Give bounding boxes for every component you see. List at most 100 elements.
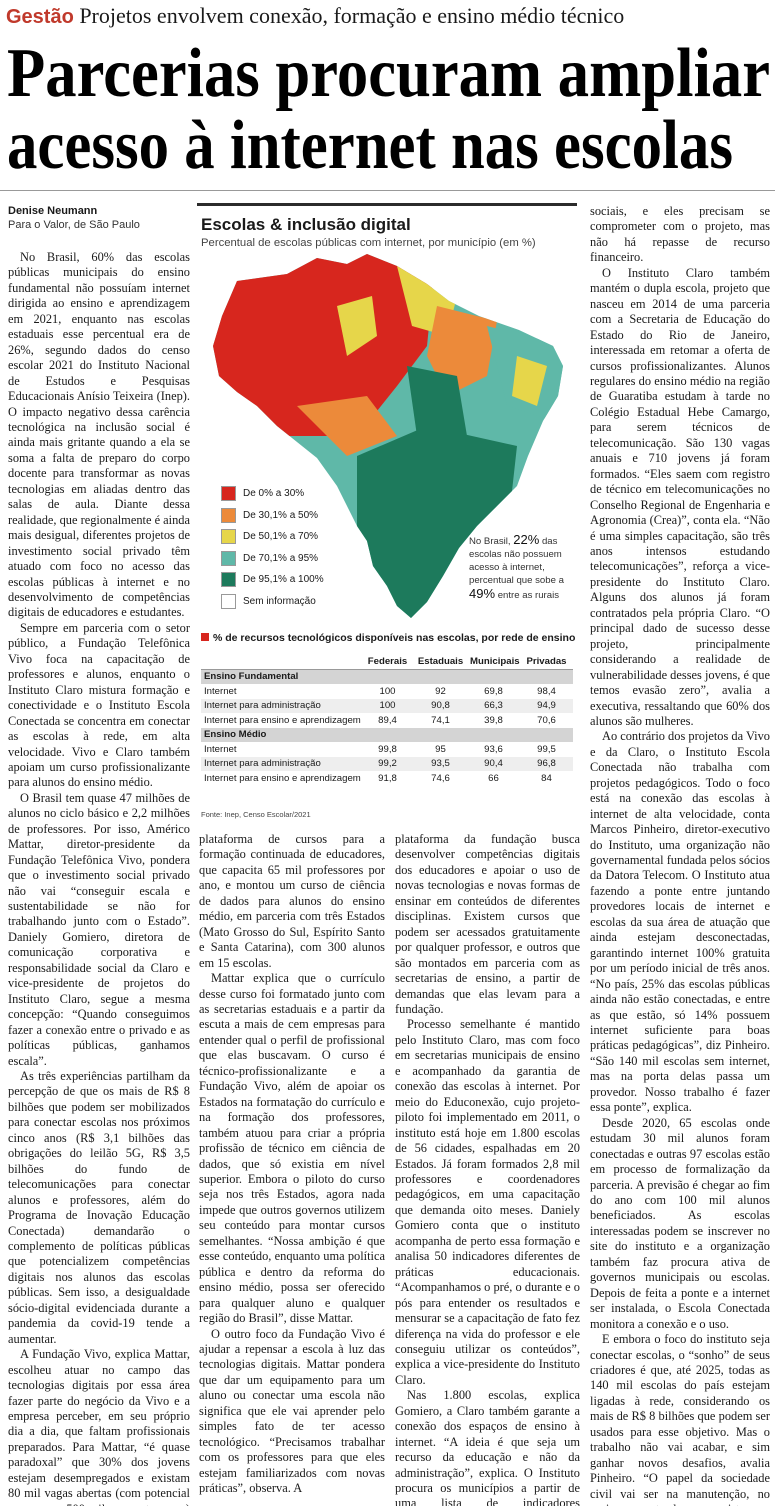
section: Gestão xyxy=(6,6,74,28)
paragraph: plataforma de cursos para a formação con… xyxy=(199,832,385,970)
map xyxy=(213,254,563,618)
note-text: No Brasil, xyxy=(469,536,514,547)
header-cell: Estaduais xyxy=(414,654,467,670)
cell: 66 xyxy=(488,772,499,784)
note-text: entre as rurais xyxy=(495,590,560,601)
paragraph: As três experiências partilham da percep… xyxy=(8,1069,190,1346)
paragraph: E embora o foco do instituto seja conect… xyxy=(590,1332,770,1506)
kicker: Projetos envolvem conexão, formação e en… xyxy=(79,3,625,28)
infographic: Escolas & inclusão digital Percentual de… xyxy=(197,203,577,821)
cell: 70,6 xyxy=(537,714,556,726)
table-title: % de recursos tecnológicos disponíveis n… xyxy=(201,632,575,644)
legend-item: De 95,1% a 100% xyxy=(221,569,324,591)
cell: 95 xyxy=(435,743,446,755)
group-row: Ensino Fundamental xyxy=(201,669,573,684)
cell: 92 xyxy=(435,685,446,697)
info-subtitle: Percentual de escolas públicas com inter… xyxy=(201,237,536,249)
info-title: Escolas & inclusão digital xyxy=(201,215,411,234)
column: plataforma da fundação busca desenvolver… xyxy=(395,832,580,1506)
row-label: Internet para ensino e aprendizagem xyxy=(204,714,361,726)
legend-label: De 30,1% a 50% xyxy=(243,509,319,521)
header: Gestão Projetos envolvem conexão, formaç… xyxy=(6,3,624,29)
legend-swatch xyxy=(221,529,236,545)
cell: 99,8 xyxy=(378,743,397,755)
cell: 90,4 xyxy=(467,756,520,771)
legend-label: Sem informação xyxy=(243,595,316,607)
cell: 100 xyxy=(379,685,396,697)
note: No Brasil, 22% das escolas não possuem a… xyxy=(469,533,569,602)
cell: 99,5 xyxy=(537,743,556,755)
group-label: Ensino Fundamental xyxy=(201,669,573,684)
header-cell: Privadas xyxy=(520,654,573,670)
cell: 89,4 xyxy=(378,714,397,726)
cell: 39,8 xyxy=(484,714,503,726)
row-label: Internet para administração xyxy=(201,698,361,713)
cell: 98,4 xyxy=(537,685,556,697)
cell: 93,6 xyxy=(484,743,503,755)
table-title-marker xyxy=(201,633,209,641)
paragraph: Sempre em parceria com o setor público, … xyxy=(8,620,190,790)
legend-label: De 95,1% a 100% xyxy=(243,574,324,586)
row-label: Internet xyxy=(204,743,237,755)
paragraph: Ao contrário dos projetos da Vivo e da C… xyxy=(590,729,770,1115)
cell: 91,8 xyxy=(378,772,397,784)
row-label: Internet xyxy=(204,685,237,697)
headline-line: Parcerias procuram ampliar xyxy=(7,35,770,112)
legend-item: De 0% a 30% xyxy=(221,483,324,505)
cell: 90,8 xyxy=(414,698,467,713)
data-row: Internet 99,8 95 93,6 99,5 xyxy=(201,742,573,757)
column: No Brasil, 60% das escolas públicas muni… xyxy=(8,250,190,1506)
headline: Parcerias procuram ampliar acesso à inte… xyxy=(7,35,770,180)
legend-label: De 70,1% a 95% xyxy=(243,552,319,564)
source: Fonte: Inep, Censo Escolar/2021 xyxy=(201,810,311,819)
header-cell xyxy=(201,654,361,670)
data-row: Internet para administração 99,2 93,5 90,4 9… xyxy=(201,756,573,771)
divider xyxy=(0,190,775,191)
paragraph: plataforma da fundação busca desenvolver… xyxy=(395,832,580,1016)
cell: 94,9 xyxy=(520,698,573,713)
legend: De 0% a 30% De 30,1% a 50% De 50,1% a 70% D… xyxy=(221,483,324,612)
paragraph: O Brasil tem quase 47 milhões de alunos … xyxy=(8,790,190,1068)
row-label: Internet para ensino e aprendizagem xyxy=(204,772,361,784)
legend-swatch xyxy=(221,572,236,588)
data-row: Internet para ensino e aprendizagem 91,8 7… xyxy=(201,771,573,786)
data-table: Federais Estaduais Municipais Privadas Ensin… xyxy=(201,654,573,786)
affiliation: Para o Valor, de São Paulo xyxy=(8,219,140,231)
header-row: Federais Estaduais Municipais Privadas xyxy=(201,654,573,670)
note-text: das escolas não possuem acesso à interne… xyxy=(469,536,564,586)
header-cell: Federais xyxy=(361,654,414,670)
cell: 96,8 xyxy=(520,756,573,771)
legend-item: Sem informação xyxy=(221,591,324,613)
paragraph: No Brasil, 60% das escolas públicas muni… xyxy=(8,250,190,620)
legend-swatch xyxy=(221,593,236,609)
column: plataforma de cursos para a formação con… xyxy=(199,832,385,1506)
legend-swatch xyxy=(221,550,236,566)
cell: 66,3 xyxy=(467,698,520,713)
data-row: Internet para ensino e aprendizagem 89,4 7… xyxy=(201,713,573,728)
cell: 69,8 xyxy=(484,685,503,697)
paragraph: O Instituto Claro também mantém o dupla … xyxy=(590,265,770,728)
group-label: Ensino Médio xyxy=(201,727,573,742)
author: Denise Neumann xyxy=(8,205,98,217)
cell: 93,5 xyxy=(414,756,467,771)
cell: 74,6 xyxy=(431,772,450,784)
data-row: Internet 100 92 69,8 98,4 xyxy=(201,684,573,699)
legend-item: De 70,1% a 95% xyxy=(221,548,324,570)
paragraph: Processo semelhante é mantido pelo Insti… xyxy=(395,1017,580,1387)
group-row: Ensino Médio xyxy=(201,727,573,742)
column: sociais, e eles precisam se comprometer … xyxy=(590,204,770,1506)
headline-line: acesso à internet nas escolas xyxy=(7,107,733,180)
table-title-text: % de recursos tecnológicos disponíveis n… xyxy=(213,632,576,644)
legend-item: De 30,1% a 50% xyxy=(221,505,324,527)
header-cell: Municipais xyxy=(467,654,520,670)
note-figure: 22% xyxy=(513,532,540,547)
paragraph: A Fundação Vivo, explica Mattar, escolhe… xyxy=(8,1347,190,1506)
paragraph: Nas 1.800 escolas, explica Gomiero, a Cl… xyxy=(395,1388,580,1506)
cell: 100 xyxy=(361,698,414,713)
paragraph: O outro foco da Fundação Vivo é ajudar a… xyxy=(199,1326,385,1496)
paragraph: Desde 2020, 65 escolas onde estudam 30 m… xyxy=(590,1115,770,1331)
legend-swatch xyxy=(221,486,236,502)
legend-label: De 50,1% a 70% xyxy=(243,531,319,543)
row-label: Internet para administração xyxy=(201,756,361,771)
